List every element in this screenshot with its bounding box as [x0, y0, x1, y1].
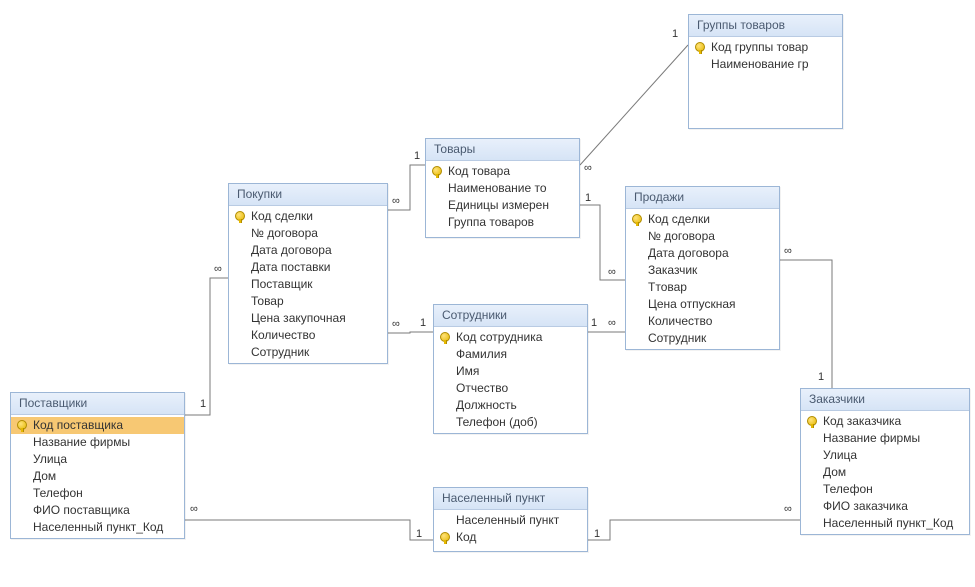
- field[interactable]: Дата договора: [626, 245, 779, 262]
- field[interactable]: Название фирмы: [11, 434, 184, 451]
- field[interactable]: Название фирмы: [801, 430, 969, 447]
- cardinality-label: ∞: [784, 503, 792, 515]
- table-suppliers[interactable]: ПоставщикиКод поставщикаНазвание фирмыУл…: [10, 392, 185, 539]
- cardinality-label: ∞: [190, 503, 198, 515]
- cardinality-label: ∞: [608, 317, 616, 329]
- field-primary-key[interactable]: Код сотрудника: [434, 329, 587, 346]
- cardinality-label: ∞: [214, 263, 222, 275]
- cardinality-label: 1: [591, 317, 597, 329]
- table-body: Код сотрудникаФамилияИмяОтчествоДолжност…: [434, 327, 587, 433]
- field[interactable]: ФИО поставщика: [11, 502, 184, 519]
- field[interactable]: Телефон: [801, 481, 969, 498]
- relationship-line: [580, 45, 688, 165]
- field[interactable]: Фамилия: [434, 346, 587, 363]
- field[interactable]: Наименование то: [426, 180, 579, 197]
- table-header[interactable]: Продажи: [626, 187, 779, 209]
- cardinality-label: ∞: [392, 195, 400, 207]
- table-customers[interactable]: ЗаказчикиКод заказчикаНазвание фирмыУлиц…: [800, 388, 970, 535]
- field[interactable]: Количество: [626, 313, 779, 330]
- table-header[interactable]: Населенный пункт: [434, 488, 587, 510]
- field[interactable]: Дата договора: [229, 242, 387, 259]
- table-body: Населенный пунктКод: [434, 510, 587, 548]
- field-primary-key[interactable]: Код группы товар: [689, 39, 842, 56]
- table-employees[interactable]: СотрудникиКод сотрудникаФамилияИмяОтчест…: [433, 304, 588, 434]
- table-header[interactable]: Группы товаров: [689, 15, 842, 37]
- field[interactable]: Единицы измерен: [426, 197, 579, 214]
- cardinality-label: 1: [818, 371, 824, 383]
- field[interactable]: Дом: [801, 464, 969, 481]
- relationship-line: [388, 332, 433, 333]
- field[interactable]: Улица: [11, 451, 184, 468]
- field[interactable]: Заказчик: [626, 262, 779, 279]
- cardinality-label: ∞: [392, 318, 400, 330]
- field-primary-key[interactable]: Код: [434, 529, 587, 546]
- field[interactable]: Количество: [229, 327, 387, 344]
- field[interactable]: Отчество: [434, 380, 587, 397]
- field[interactable]: Наименование гр: [689, 56, 842, 73]
- table-header[interactable]: Товары: [426, 139, 579, 161]
- cardinality-label: 1: [594, 528, 600, 540]
- field-primary-key[interactable]: Код сделки: [229, 208, 387, 225]
- relationship-line: [388, 165, 425, 210]
- field[interactable]: Сотрудник: [626, 330, 779, 347]
- relationship-line: [185, 278, 228, 415]
- field-primary-key[interactable]: Код заказчика: [801, 413, 969, 430]
- table-header[interactable]: Поставщики: [11, 393, 184, 415]
- field[interactable]: ФИО заказчика: [801, 498, 969, 515]
- relationship-line: [780, 260, 832, 388]
- table-body: Код поставщикаНазвание фирмыУлицаДомТеле…: [11, 415, 184, 538]
- table-body: Код товараНаименование тоЕдиницы измерен…: [426, 161, 579, 233]
- field-primary-key[interactable]: Код товара: [426, 163, 579, 180]
- field[interactable]: Должность: [434, 397, 587, 414]
- field[interactable]: Цена отпускная: [626, 296, 779, 313]
- table-body: Код сделки№ договораДата договораДата по…: [229, 206, 387, 363]
- field[interactable]: Товар: [229, 293, 387, 310]
- table-goods_groups[interactable]: Группы товаровКод группы товарНаименован…: [688, 14, 843, 129]
- table-header[interactable]: Сотрудники: [434, 305, 587, 327]
- cardinality-label: 1: [200, 398, 206, 410]
- table-body: Код заказчикаНазвание фирмыУлицаДомТелеф…: [801, 411, 969, 534]
- field[interactable]: Улица: [801, 447, 969, 464]
- cardinality-label: 1: [672, 28, 678, 40]
- field[interactable]: Поставщик: [229, 276, 387, 293]
- relationship-line: [580, 205, 625, 280]
- cardinality-label: ∞: [608, 266, 616, 278]
- table-header[interactable]: Заказчики: [801, 389, 969, 411]
- table-purchases[interactable]: ПокупкиКод сделки№ договораДата договора…: [228, 183, 388, 364]
- table-header[interactable]: Покупки: [229, 184, 387, 206]
- relationship-line: [185, 520, 433, 540]
- field[interactable]: Имя: [434, 363, 587, 380]
- cardinality-label: 1: [416, 528, 422, 540]
- field[interactable]: Группа товаров: [426, 214, 579, 231]
- table-locality[interactable]: Населенный пунктНаселенный пунктКод: [433, 487, 588, 552]
- field[interactable]: Телефон: [11, 485, 184, 502]
- er-diagram-canvas: ПоставщикиКод поставщикаНазвание фирмыУл…: [0, 0, 975, 587]
- cardinality-label: 1: [420, 317, 426, 329]
- field[interactable]: Телефон (доб): [434, 414, 587, 431]
- field[interactable]: Цена закупочная: [229, 310, 387, 327]
- field[interactable]: Населенный пункт: [434, 512, 587, 529]
- table-sales[interactable]: ПродажиКод сделки№ договораДата договора…: [625, 186, 780, 350]
- field[interactable]: Дом: [11, 468, 184, 485]
- field[interactable]: № договора: [229, 225, 387, 242]
- table-goods[interactable]: ТоварыКод товараНаименование тоЕдиницы и…: [425, 138, 580, 238]
- cardinality-label: 1: [585, 192, 591, 204]
- cardinality-label: ∞: [584, 162, 592, 174]
- field-primary-key[interactable]: Код поставщика: [11, 417, 184, 434]
- field[interactable]: Населенный пункт_Код: [801, 515, 969, 532]
- field[interactable]: Населенный пункт_Код: [11, 519, 184, 536]
- field[interactable]: Ттовар: [626, 279, 779, 296]
- relationship-line: [588, 520, 800, 540]
- cardinality-label: ∞: [784, 245, 792, 257]
- table-body: Код группы товарНаименование гр: [689, 37, 842, 75]
- cardinality-label: 1: [414, 150, 420, 162]
- field[interactable]: Дата поставки: [229, 259, 387, 276]
- table-body: Код сделки№ договораДата договораЗаказчи…: [626, 209, 779, 349]
- field[interactable]: № договора: [626, 228, 779, 245]
- field-primary-key[interactable]: Код сделки: [626, 211, 779, 228]
- field[interactable]: Сотрудник: [229, 344, 387, 361]
